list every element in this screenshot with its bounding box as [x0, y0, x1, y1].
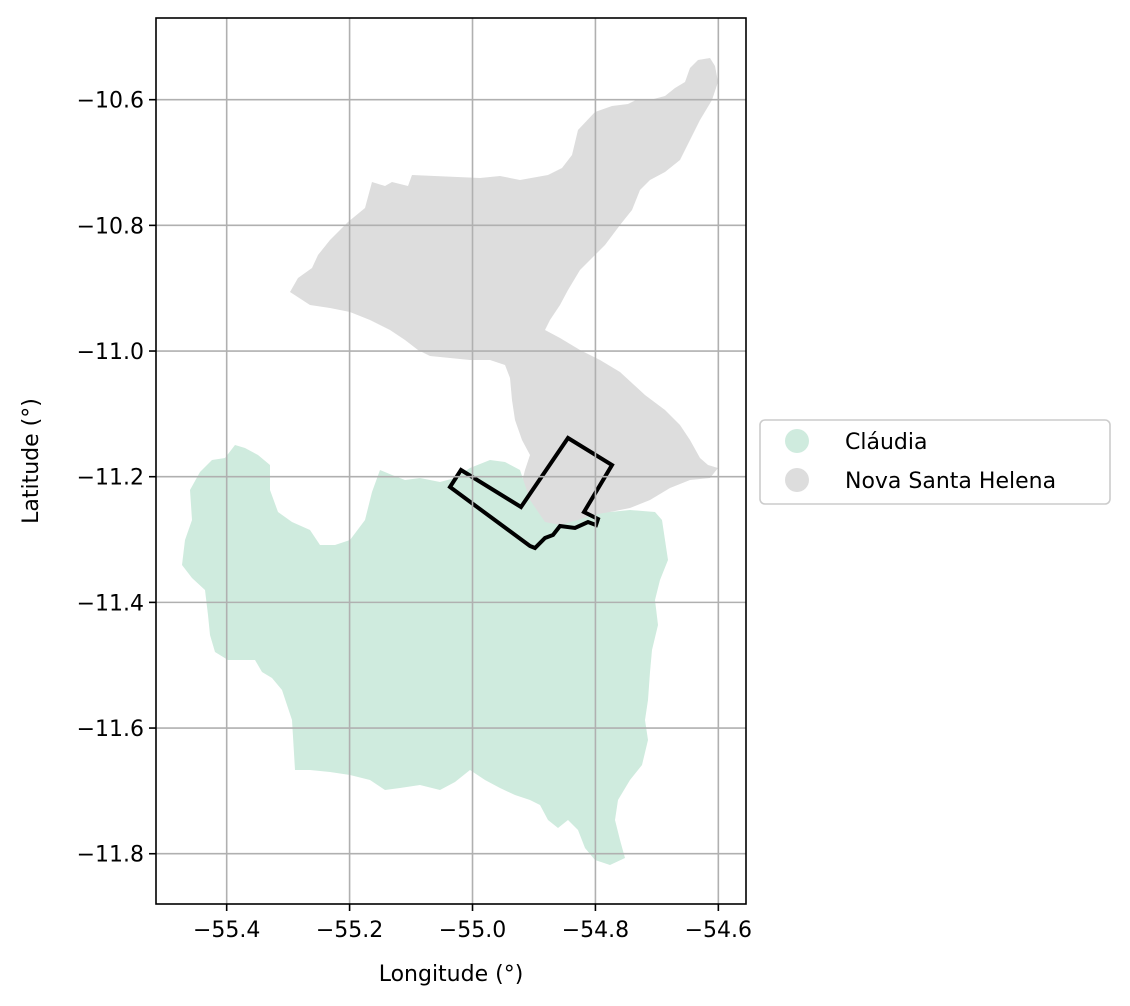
legend-marker-claudia	[785, 429, 809, 453]
x-tick-label: −54.6	[685, 918, 752, 943]
y-tick-label: −11.2	[77, 466, 144, 491]
x-tick-label: −55.4	[193, 918, 260, 943]
x-tick-label: −55.2	[316, 918, 383, 943]
y-axis-label: Latitude (°)	[19, 398, 44, 524]
x-tick-label: −55.0	[439, 918, 506, 943]
legend-label-claudia: Cláudia	[845, 430, 927, 455]
x-axis-ticks: −55.4 −55.2 −55.0 −54.8 −54.6	[193, 904, 752, 943]
x-tick-label: −54.8	[562, 918, 629, 943]
grid-lines	[156, 18, 746, 904]
legend-box	[759, 419, 1111, 505]
map-plot-area	[182, 58, 718, 865]
highlight-outline	[447, 435, 615, 551]
y-tick-label: −10.6	[77, 89, 144, 114]
region-claudia	[182, 445, 668, 865]
y-tick-label: −11.0	[77, 340, 144, 365]
x-axis-label: Longitude (°)	[379, 962, 524, 987]
region-nova-santa-helena	[290, 58, 718, 530]
legend-label-nova-santa-helena: Nova Santa Helena	[845, 469, 1056, 494]
y-tick-label: −10.8	[77, 214, 144, 239]
legend-marker-nova-santa-helena	[785, 468, 809, 492]
plot-frame	[155, 17, 747, 905]
legend: Cláudia Nova Santa Helena	[759, 419, 1111, 505]
y-tick-label: −11.4	[77, 591, 144, 616]
y-tick-label: −11.8	[77, 843, 144, 868]
y-axis-ticks: −10.6 −10.8 −11.0 −11.2 −11.4 −11.6 −11.8	[77, 89, 156, 868]
y-tick-label: −11.6	[77, 717, 144, 742]
